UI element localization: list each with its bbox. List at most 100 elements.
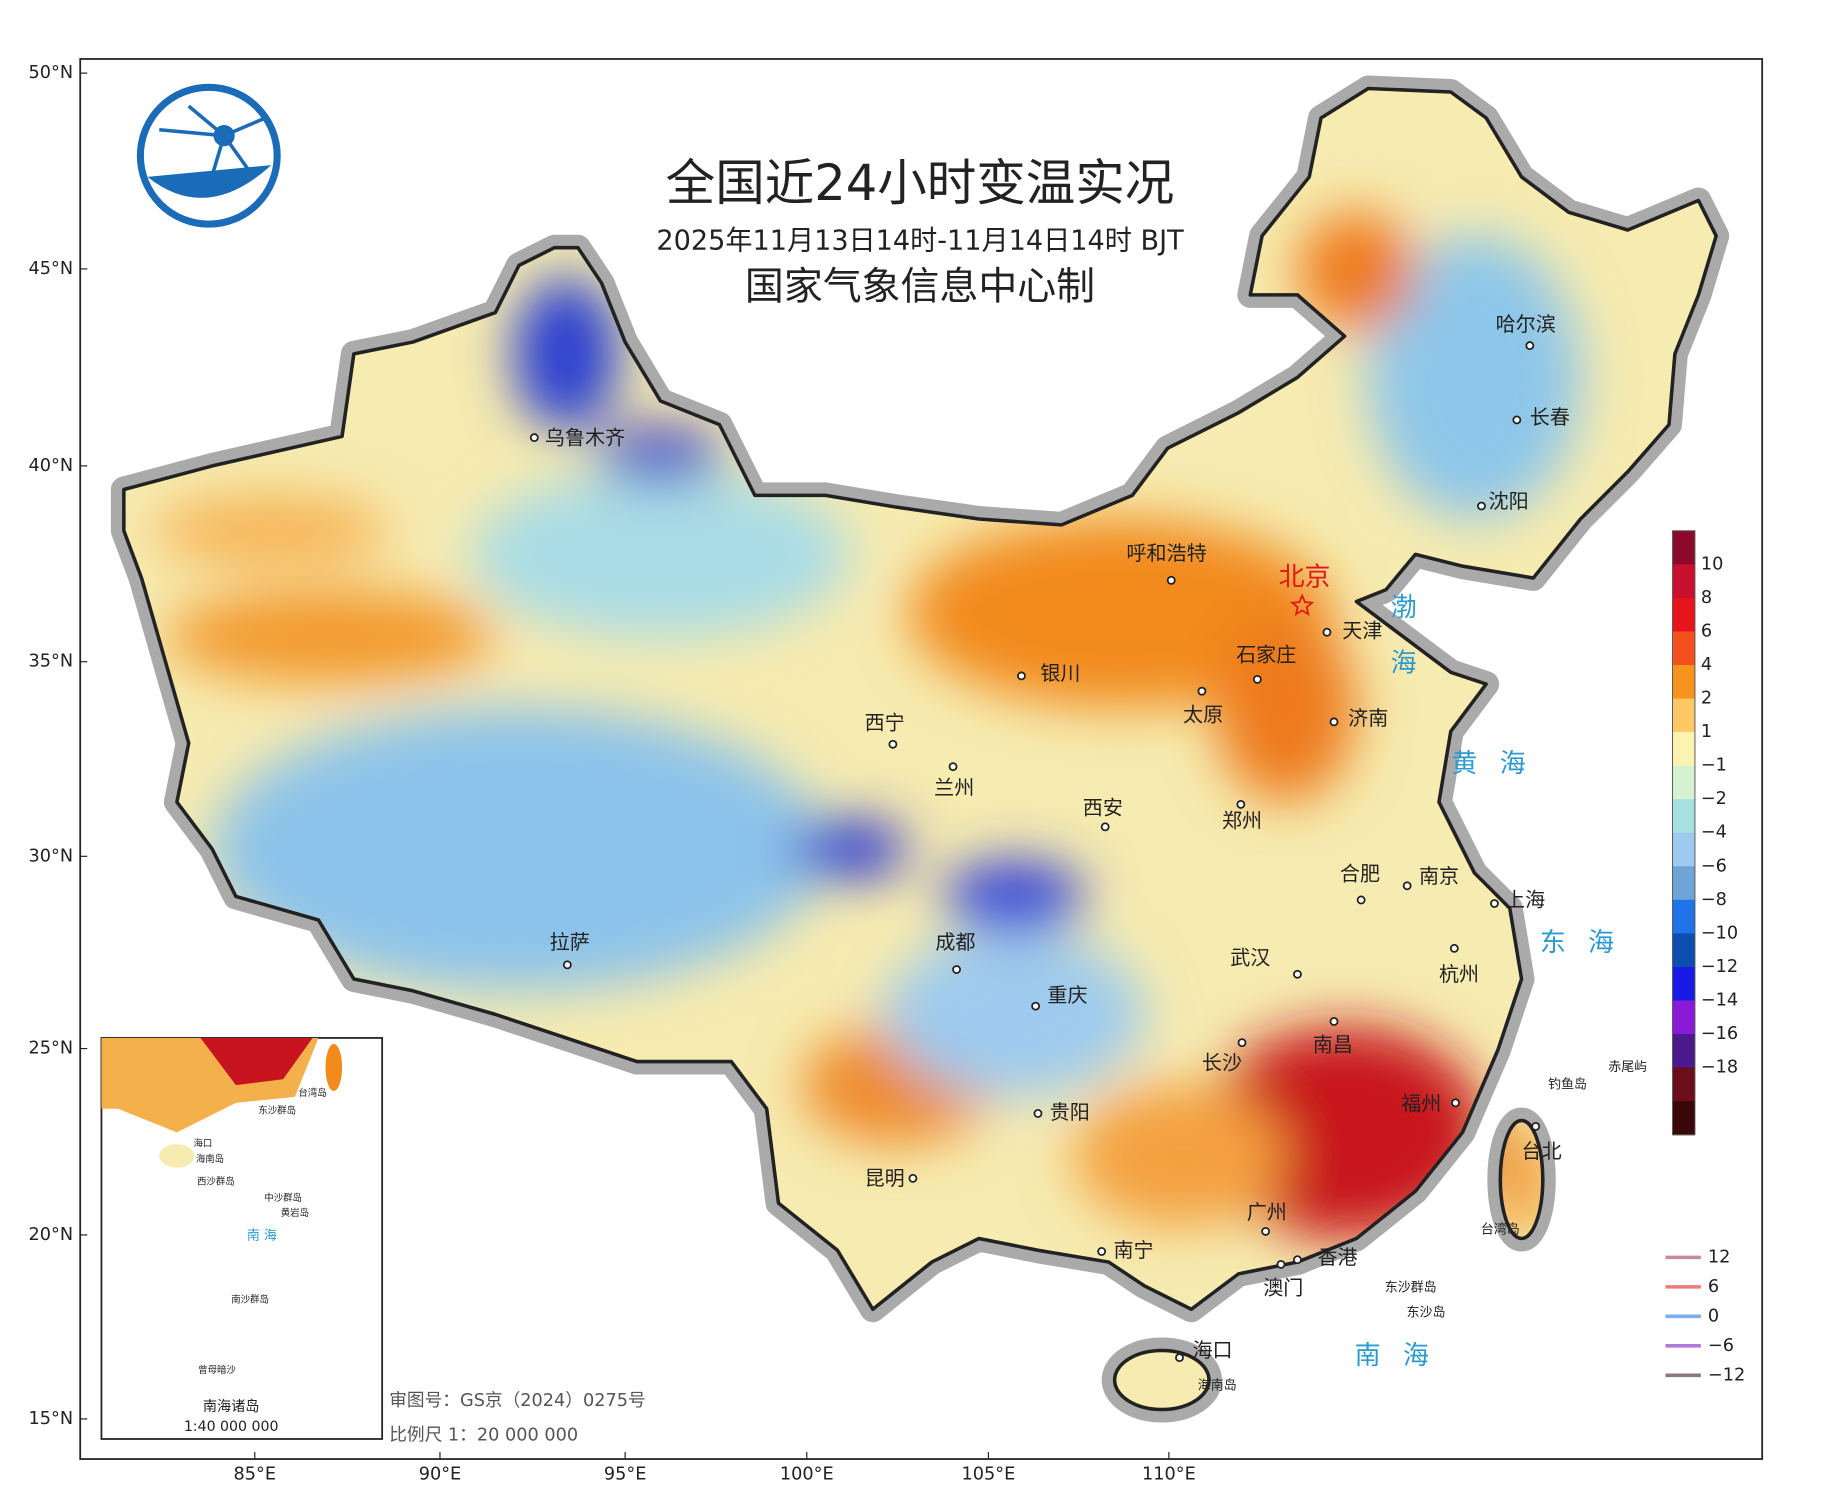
colorbar-label: −18 <box>1701 1058 1738 1078</box>
city-label: 合肥 <box>1340 862 1380 886</box>
city-dot <box>1531 1121 1541 1131</box>
inset-label: 东沙群岛 <box>258 1105 296 1117</box>
colorbar-segment <box>1672 832 1695 867</box>
colorbar-label: 6 <box>1701 621 1712 641</box>
city-dot <box>908 1173 918 1183</box>
city-label: 上海 <box>1505 888 1545 912</box>
inset-scale: 1:40 000 000 <box>184 1419 279 1435</box>
inset-label: 南 海 <box>247 1228 277 1244</box>
map-layer: 全国近24小时变温实况 2025年11月13日14时-11月14日14时 BJT 国… <box>29 58 1764 1484</box>
colorbar-label: 4 <box>1701 655 1712 675</box>
city-dot <box>1033 1109 1043 1118</box>
city-dot <box>1252 674 1262 684</box>
colorbar-label: −16 <box>1701 1024 1738 1044</box>
city-label: 拉萨 <box>550 930 590 954</box>
map-title: 全国近24小时变温实况 <box>666 154 1175 212</box>
colorbar-segment <box>1672 966 1695 1002</box>
colorbar-label: 8 <box>1701 588 1712 608</box>
colorbar-frame <box>1672 530 1696 1136</box>
lat-tick-label: 50°N <box>29 63 74 83</box>
approval-number: 审图号：GS京（2024）0275号 <box>389 1390 645 1411</box>
contour-legend-label: 6 <box>1708 1277 1719 1297</box>
colorbar-label: −4 <box>1701 823 1727 843</box>
city-dot <box>1293 969 1302 979</box>
island-label: 台湾岛 <box>1481 1222 1520 1238</box>
city-label: 西宁 <box>865 711 905 735</box>
contour-legend-label: −12 <box>1708 1365 1745 1385</box>
colorbar-segment <box>1672 866 1695 901</box>
city-label: 南京 <box>1419 864 1459 888</box>
inset-map <box>101 1037 343 1168</box>
city-label: 西安 <box>1083 796 1123 820</box>
city-label: 乌鲁木齐 <box>545 425 625 449</box>
city-label: 杭州 <box>1439 962 1479 986</box>
inset-label: 海南岛 <box>196 1153 224 1165</box>
city-dot <box>948 762 958 772</box>
lat-tick-label: 45°N <box>29 259 74 279</box>
lat-tick-label: 15°N <box>29 1409 74 1429</box>
city-label: 哈尔滨 <box>1496 312 1556 336</box>
city-dot <box>1490 899 1499 908</box>
colorbar-segment <box>1672 1034 1695 1069</box>
island-label: 东沙群岛 <box>1385 1280 1437 1296</box>
colorbar-segment <box>1672 732 1695 767</box>
city-dot <box>1276 1260 1286 1269</box>
city-label: 澳门 <box>1263 1276 1303 1300</box>
inset-label: 台湾岛 <box>298 1087 326 1099</box>
inset-label: 黄岩岛 <box>281 1207 309 1219</box>
island-label: 海南岛 <box>1198 1377 1237 1393</box>
colorbar-label: −1 <box>1701 756 1727 776</box>
city-label: 沈阳 <box>1489 489 1529 513</box>
city-dot <box>1322 627 1332 637</box>
colorbar-segment <box>1672 1101 1695 1136</box>
inset-label: 海口 <box>193 1138 212 1150</box>
city-label: 台北 <box>1522 1139 1562 1163</box>
colorbar-segment <box>1672 564 1695 599</box>
sea-label: 黄 海 <box>1451 749 1532 779</box>
city-label: 海口 <box>1192 1338 1232 1362</box>
city-label: 南昌 <box>1313 1033 1353 1057</box>
city-label: 南宁 <box>1113 1238 1153 1262</box>
city-dot <box>952 965 961 974</box>
city-dot <box>1402 881 1412 891</box>
colorbar-segment <box>1672 664 1695 700</box>
field-blobs <box>153 212 1581 1239</box>
colorbar-label: −14 <box>1701 990 1738 1010</box>
city-label: 呼和浩特 <box>1126 541 1206 565</box>
city-label: 贵阳 <box>1050 1100 1090 1124</box>
colorbar-label: 1 <box>1701 722 1712 742</box>
city-dot <box>1175 1353 1184 1363</box>
capital-label: 北京 <box>1279 562 1331 592</box>
sea-label: 渤 <box>1391 593 1424 623</box>
lon-tick-label: 95°E <box>604 1464 647 1484</box>
city-label: 兰州 <box>934 776 974 800</box>
city-dot <box>529 433 539 443</box>
city-label: 福州 <box>1401 1092 1441 1116</box>
colorbar-segment <box>1672 1000 1695 1035</box>
map-subtitle: 2025年11月13日14时-11月14日14时 BJT <box>656 225 1184 256</box>
city-label: 成都 <box>935 930 975 954</box>
sea-label: 南 海 <box>1355 1341 1436 1371</box>
city-label: 长春 <box>1530 405 1570 429</box>
city-dot <box>1356 895 1366 905</box>
city-label: 石家庄 <box>1236 642 1296 666</box>
colorbar-label: −8 <box>1701 890 1727 910</box>
lat-tick-label: 20°N <box>29 1225 74 1245</box>
inset-label: 曾母暗沙 <box>198 1364 236 1376</box>
map-producer: 国家气象信息中心制 <box>745 264 1095 309</box>
city-label: 济南 <box>1348 706 1388 730</box>
island-label: 赤尾屿 <box>1608 1060 1647 1075</box>
city-dot <box>1293 1255 1302 1265</box>
inset-label: 西沙群岛 <box>197 1175 235 1187</box>
city-dot <box>1261 1226 1271 1236</box>
city-dot <box>888 739 898 749</box>
contour-legend-label: 0 <box>1708 1306 1719 1326</box>
sea-label: 东 海 <box>1540 928 1621 958</box>
lon-tick-label: 90°E <box>419 1464 462 1484</box>
colorbar-label: −12 <box>1701 957 1738 977</box>
lon-tick-label: 105°E <box>962 1464 1016 1484</box>
city-label: 广州 <box>1247 1200 1287 1224</box>
city-dot <box>1329 717 1339 727</box>
